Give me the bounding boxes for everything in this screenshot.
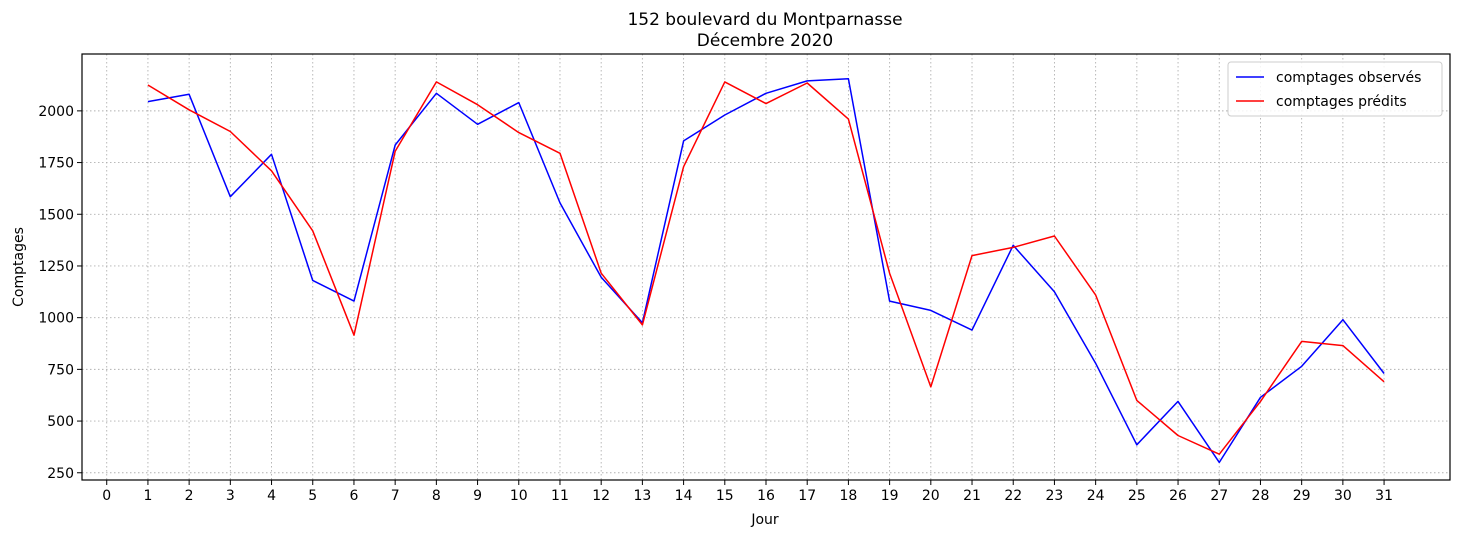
y-tick-label: 1500 — [38, 207, 74, 223]
x-axis-label: Jour — [750, 512, 779, 528]
y-tick-label: 250 — [47, 466, 74, 482]
legend-box — [1227, 61, 1443, 117]
x-tick-label: 29 — [1293, 488, 1311, 504]
legend-label: comptages prédits — [1276, 94, 1407, 110]
series-layer — [147, 78, 1385, 464]
x-tick-label: 12 — [592, 488, 610, 504]
x-tick-label: 23 — [1046, 488, 1064, 504]
x-tick-label: 31 — [1375, 488, 1393, 504]
y-tick-label: 1750 — [38, 156, 74, 172]
x-tick-label: 15 — [716, 488, 734, 504]
x-tick-label: 9 — [473, 488, 482, 504]
x-tick-label: 6 — [349, 488, 358, 504]
x-tick-label: 14 — [675, 488, 693, 504]
x-tick-label: 4 — [267, 488, 276, 504]
x-axis: 0 1 2 3 4 5 6 7 8 9 10 11 12 13 14 15 16 17 18 19 20 21 22 23 24… — [102, 480, 1393, 504]
x-tick-label: 24 — [1087, 488, 1105, 504]
series-line-2 — [147, 81, 1385, 455]
chart-subtitle: Décembre 2020 — [697, 31, 833, 51]
series-line-1 — [147, 78, 1385, 464]
x-tick-label: 2 — [185, 488, 194, 504]
x-tick-label: 5 — [308, 488, 317, 504]
x-tick-label: 16 — [757, 488, 775, 504]
x-tick-label: 7 — [391, 488, 400, 504]
x-tick-label: 17 — [798, 488, 816, 504]
chart-title: 152 boulevard du Montparnasse — [627, 10, 902, 30]
x-tick-label: 0 — [102, 488, 111, 504]
grid — [82, 54, 1450, 480]
x-tick-label: 26 — [1169, 488, 1187, 504]
x-tick-label: 25 — [1128, 488, 1146, 504]
x-tick-label: 10 — [510, 488, 528, 504]
y-tick-label: 1250 — [38, 259, 74, 275]
x-tick-label: 20 — [922, 488, 940, 504]
x-tick-label: 8 — [432, 488, 441, 504]
legend-label: comptages observés — [1276, 70, 1421, 86]
x-tick-label: 19 — [881, 488, 899, 504]
x-tick-label: 13 — [633, 488, 651, 504]
x-tick-label: 21 — [963, 488, 981, 504]
x-tick-label: 11 — [551, 488, 569, 504]
y-axis-label: Comptages — [11, 227, 27, 307]
y-tick-label: 500 — [47, 414, 74, 430]
y-tick-label: 750 — [47, 362, 74, 378]
x-tick-label: 1 — [143, 488, 152, 504]
x-tick-label: 22 — [1004, 488, 1022, 504]
x-tick-label: 18 — [839, 488, 857, 504]
x-tick-label: 3 — [226, 488, 235, 504]
legend: comptages observés comptages prédits — [1227, 61, 1443, 117]
x-tick-label: 27 — [1210, 488, 1228, 504]
x-tick-label: 28 — [1252, 488, 1270, 504]
y-tick-label: 1000 — [38, 311, 74, 327]
x-tick-label: 30 — [1334, 488, 1352, 504]
y-axis: 250 500 750 1000 1250 1500 1750 2000 — [38, 104, 82, 482]
y-tick-label: 2000 — [38, 104, 74, 120]
